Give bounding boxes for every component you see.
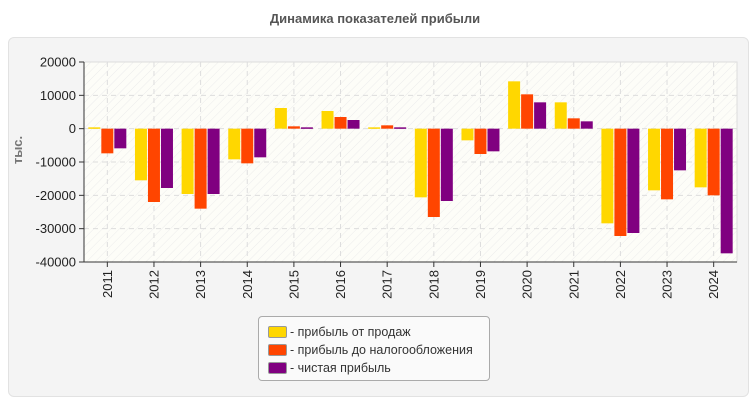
chart-title: Динамика показателей прибыли <box>269 11 481 26</box>
bar-3-2016 <box>347 120 360 129</box>
bar-3-2024 <box>720 128 733 254</box>
bar-1-2019 <box>461 128 474 141</box>
bar-2-2021 <box>567 118 580 129</box>
y-tick-label: -40000 <box>36 255 76 270</box>
bar-1-2024 <box>694 128 707 188</box>
x-tick-label: 2020 <box>520 270 535 299</box>
bar-2-2019 <box>474 128 487 154</box>
legend-item: - прибыль от продаж <box>268 324 411 340</box>
bar-2-2014 <box>241 128 254 164</box>
legend-swatch <box>268 326 287 338</box>
legend-item: - чистая прибыль <box>268 360 391 376</box>
legend-label: - прибыль до налогообложения <box>290 343 473 357</box>
bar-3-2021 <box>580 121 593 129</box>
bar-1-2020 <box>508 81 521 129</box>
y-tick-label: 20000 <box>40 55 76 70</box>
x-tick-label: 2023 <box>660 270 675 299</box>
x-tick-label: 2021 <box>566 270 581 299</box>
legend-label: - чистая прибыль <box>290 361 391 375</box>
bar-3-2023 <box>674 128 687 171</box>
x-tick-label: 2024 <box>706 270 721 299</box>
x-tick-label: 2014 <box>240 270 255 299</box>
bar-2-2024 <box>707 128 720 196</box>
bar-2-2013 <box>194 128 207 209</box>
bar-3-2013 <box>207 128 220 194</box>
legend: - прибыль от продаж - прибыль до налогооб… <box>258 316 490 381</box>
bar-3-2011 <box>114 128 127 149</box>
bar-1-2014 <box>228 128 241 160</box>
bar-1-2018 <box>414 128 427 198</box>
bar-2-2022 <box>614 128 627 236</box>
bar-2-2012 <box>147 128 160 202</box>
bar-1-2022 <box>601 128 614 224</box>
bar-2-2017 <box>381 125 394 129</box>
bar-2-2020 <box>521 94 534 129</box>
x-tick-label: 2019 <box>473 270 488 299</box>
x-tick-label: 2022 <box>613 270 628 299</box>
bar-1-2017 <box>368 127 381 129</box>
y-tick-label: 0 <box>69 121 76 136</box>
bar-1-2011 <box>88 127 101 129</box>
x-tick-label: 2017 <box>380 270 395 299</box>
bar-1-2012 <box>134 128 147 181</box>
x-tick-label: 2015 <box>286 270 301 299</box>
x-tick-label: 2018 <box>426 270 441 299</box>
bar-3-2015 <box>300 127 313 129</box>
bar-1-2021 <box>554 102 567 129</box>
bar-2-2016 <box>334 117 347 129</box>
bar-3-2017 <box>394 127 407 129</box>
bar-3-2022 <box>627 128 640 233</box>
bar-3-2012 <box>160 128 173 188</box>
bar-1-2016 <box>321 111 334 129</box>
x-tick-label: 2012 <box>146 270 161 299</box>
bar-2-2018 <box>427 128 440 217</box>
legend-label: - прибыль от продаж <box>290 325 411 339</box>
y-tick-label: -10000 <box>36 155 76 170</box>
y-tick-label: -30000 <box>36 221 76 236</box>
legend-item: - прибыль до налогообложения <box>268 342 473 358</box>
y-axis-label: тыс. <box>10 136 25 164</box>
x-tick-label: 2016 <box>333 270 348 299</box>
bar-1-2015 <box>274 108 287 129</box>
legend-swatch <box>268 344 287 356</box>
y-tick-label: 10000 <box>40 88 76 103</box>
bar-2-2015 <box>287 126 300 129</box>
x-tick-label: 2013 <box>193 270 208 299</box>
bar-1-2013 <box>181 128 194 194</box>
bar-2-2011 <box>101 128 114 154</box>
bar-3-2014 <box>254 128 267 158</box>
bar-3-2018 <box>440 128 453 201</box>
bar-3-2019 <box>487 128 500 152</box>
bar-3-2020 <box>534 102 547 129</box>
x-tick-label: 2011 <box>100 270 115 298</box>
legend-swatch <box>268 362 287 374</box>
y-tick-label: -20000 <box>36 188 76 203</box>
bar-1-2023 <box>648 128 661 191</box>
bar-2-2023 <box>661 128 674 200</box>
